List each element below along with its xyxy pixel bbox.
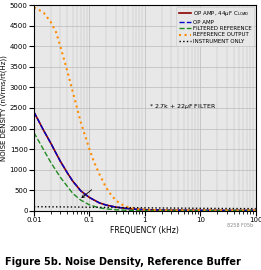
Legend: OP AMP, 44$\mu$F C$_{\mathregular{LOAD}}$, OP AMP, FILTERED REFERENCE, REFERENCE: OP AMP, 44$\mu$F C$_{\mathregular{LOAD}}… bbox=[176, 7, 254, 46]
Text: * 2.7k + 22$\mu$F FILTER: * 2.7k + 22$\mu$F FILTER bbox=[149, 102, 217, 111]
X-axis label: FREQUENCY (kHz): FREQUENCY (kHz) bbox=[110, 226, 179, 235]
Y-axis label: NOISE DENSITY (nVrms/rt(Hz)): NOISE DENSITY (nVrms/rt(Hz)) bbox=[1, 55, 7, 161]
Text: Figure 5b. Noise Density, Reference Buffer: Figure 5b. Noise Density, Reference Buff… bbox=[5, 257, 241, 267]
Text: 8258 F05b: 8258 F05b bbox=[227, 223, 253, 228]
